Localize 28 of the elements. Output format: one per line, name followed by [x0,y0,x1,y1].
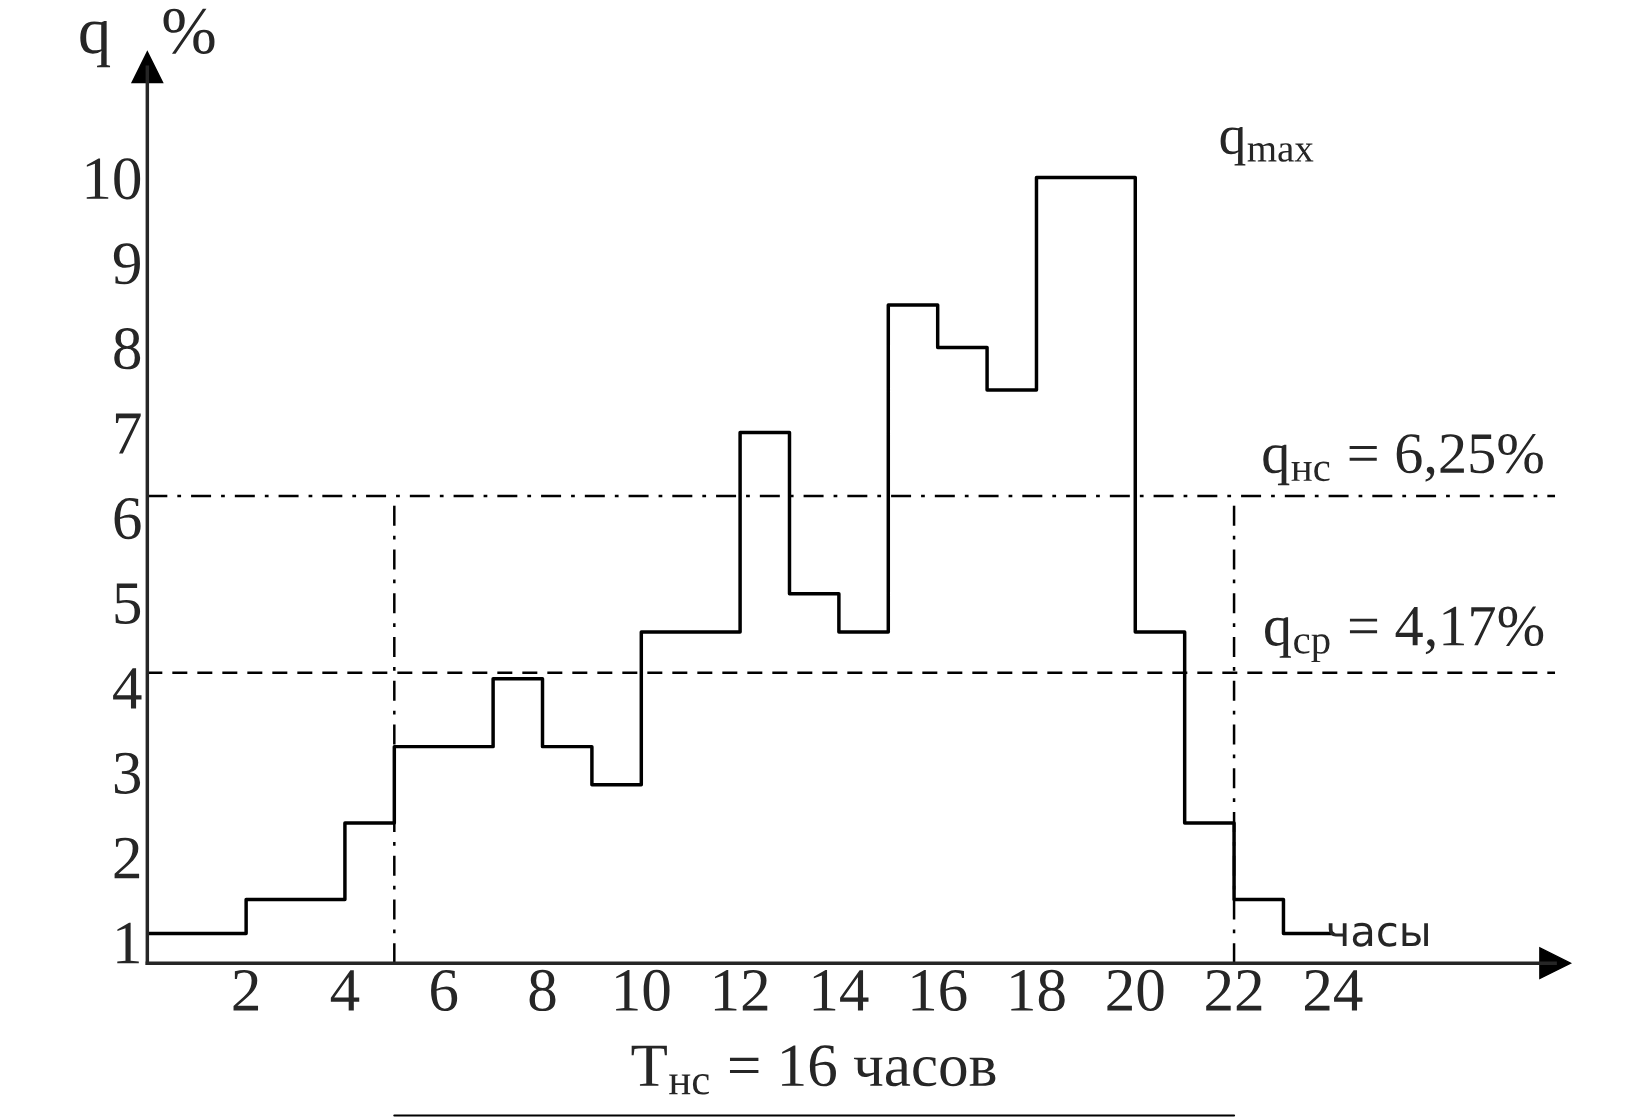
x-tick-label: 22 [1206,970,1262,1011]
y-tick-label: 4 [113,668,142,709]
x-tick-label: 12 [714,970,768,1011]
y-tick-label: 7 [115,413,141,454]
text: T$_{нс}$ = 16 часов [631,1045,996,1095]
x-tick-label: 6 [431,970,458,1012]
y-tick-label: 6 [114,498,141,540]
y-tick-label: 2 [114,837,140,879]
x-axis-title: часы [1328,922,1428,947]
x-tick-label: 20 [1107,969,1164,1012]
y-axis-title: q % [80,8,215,68]
x-tick-label: 16 [912,970,967,1012]
y-tick-label: 8 [114,328,141,370]
x-tick-label: 14 [813,970,869,1011]
x-tick-label: 24 [1304,970,1363,1011]
x-tick-label: 8 [529,969,556,1012]
ref-line-label: q$_{нс}$ = 6,25% [1263,433,1543,486]
x-tick-label: 4 [330,970,360,1011]
y-tick-label: 9 [113,243,140,285]
ref-line-label: q$_{ср}$ = 4,17% [1265,606,1544,663]
y-tick-label: 1 [117,922,139,964]
x-tick-label: 18 [1011,969,1065,1012]
x-tick-label: 2 [233,970,259,1011]
y-tick-label: 3 [114,752,141,794]
y-tick-label: 5 [115,583,141,625]
annotation: q$_{max}$ [1220,127,1314,166]
y-tick-label: 10 [86,158,141,200]
x-tick-label: 10 [616,969,670,1012]
